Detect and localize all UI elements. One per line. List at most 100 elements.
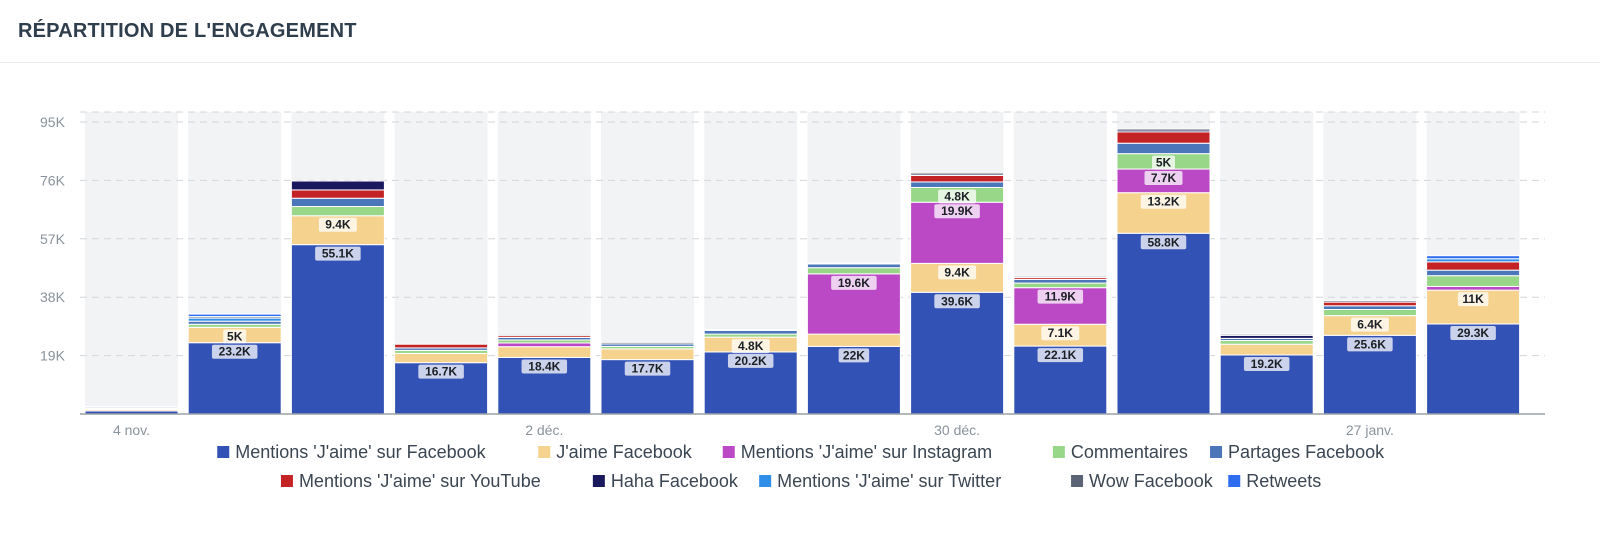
data-label-bg	[934, 294, 980, 309]
data-label-bg	[624, 361, 671, 376]
data-label-bg	[1140, 194, 1187, 209]
data-label: 9.4K	[944, 265, 970, 279]
bar-segment	[1219, 340, 1314, 345]
bar-segment	[910, 171, 1005, 175]
bar-segment	[1013, 278, 1108, 284]
bar-segment	[497, 333, 592, 337]
data-label-bg	[831, 275, 877, 290]
data-label: 22.1K	[1044, 348, 1076, 362]
bar-segment	[1426, 261, 1521, 271]
legend-item: Retweets	[1228, 471, 1321, 491]
data-label-bg	[938, 189, 977, 204]
data-label: 4.8K	[738, 339, 764, 353]
data-label: 29.3K	[1457, 326, 1489, 340]
data-label: 20.2K	[735, 354, 767, 368]
data-label: 16.7K	[425, 365, 457, 379]
legend-item: Wow Facebook	[1071, 471, 1214, 491]
bar-segment	[600, 348, 695, 361]
legend-swatch	[1071, 475, 1084, 487]
bar-segment	[1322, 301, 1417, 307]
data-label-bg	[1347, 337, 1393, 352]
data-label: 4.8K	[944, 189, 970, 203]
data-label-bg	[1152, 155, 1175, 170]
legend-swatch	[722, 446, 735, 458]
legend-item: Mentions 'J'aime' sur Twitter	[759, 471, 1001, 491]
bar-segment	[1426, 285, 1521, 291]
bar-segment	[290, 197, 385, 208]
data-label-bg	[521, 359, 568, 374]
data-label-bg	[1450, 325, 1496, 340]
bar-segment	[910, 181, 1005, 188]
bar-segment	[1219, 343, 1314, 356]
legend-label: Haha Facebook	[611, 471, 739, 491]
bar-segment	[1322, 300, 1417, 303]
legend-item: Mentions 'J'aime' sur Facebook	[217, 442, 487, 462]
data-label-bg	[1037, 289, 1084, 304]
legend-item: Mentions 'J'aime' sur Instagram	[722, 442, 992, 462]
x-tick-label: 2 déc.	[525, 422, 563, 438]
legend-label: Mentions 'J'aime' sur Twitter	[777, 471, 1001, 491]
bar-segment	[806, 263, 901, 269]
bar-segment	[1219, 333, 1314, 336]
data-label: 23.2K	[219, 345, 251, 359]
y-tick-label: 57K	[40, 231, 66, 247]
data-label: 19.6K	[838, 276, 870, 290]
y-tick-label: 19K	[40, 348, 66, 364]
data-label-bg	[938, 265, 977, 280]
legend-label: Mentions 'J'aime' sur Facebook	[235, 442, 486, 462]
legend-label: Commentaires	[1071, 442, 1188, 462]
y-tick-label: 95K	[40, 114, 66, 130]
data-label: 11.9K	[1045, 290, 1077, 304]
column-background	[85, 112, 178, 414]
x-tick-label: 4 nov.	[113, 422, 150, 438]
legend-label: Partages Facebook	[1228, 442, 1385, 462]
legend-item: Haha Facebook	[592, 471, 739, 491]
legend-swatch	[759, 475, 772, 487]
data-label: 25.6K	[1354, 337, 1386, 351]
legend-swatch	[592, 475, 605, 487]
legend-item: Partages Facebook	[1210, 442, 1385, 462]
bar-segment	[1322, 308, 1417, 317]
bar-segment	[394, 352, 489, 364]
bar-segment	[910, 174, 1005, 183]
bar-segment	[1013, 282, 1108, 289]
data-label: 13.2K	[1147, 195, 1179, 209]
bar-segment	[703, 328, 798, 331]
legend-swatch	[538, 446, 551, 458]
legend-item: Commentaires	[1052, 442, 1188, 462]
bar-segment	[290, 189, 385, 199]
bar-segment	[1116, 127, 1211, 131]
data-label-bg	[211, 344, 258, 359]
bar-segment	[394, 343, 489, 349]
legend-label: Mentions 'J'aime' sur Instagram	[741, 442, 992, 462]
bar-segment	[806, 262, 901, 265]
y-tick-label: 76K	[40, 172, 66, 188]
y-tick-label: 38K	[40, 289, 66, 305]
data-label: 18.4K	[528, 359, 560, 373]
x-tick-label: 30 déc.	[934, 422, 980, 438]
legend-label: Retweets	[1246, 471, 1321, 491]
data-label-bg	[1457, 292, 1489, 307]
bar-segment	[1322, 305, 1417, 310]
legend-item: J'aime Facebook	[538, 442, 693, 462]
data-label: 6.4K	[1357, 318, 1383, 332]
data-label-bg	[223, 329, 247, 344]
legend-label: Wow Facebook	[1089, 471, 1214, 491]
data-label: 11K	[1462, 292, 1484, 306]
data-label-bg	[1243, 356, 1290, 371]
bar-segment	[497, 342, 592, 348]
data-label-bg	[838, 348, 870, 363]
bar-segment	[497, 346, 592, 358]
legend-swatch	[1228, 475, 1241, 487]
bar-segment	[600, 341, 695, 345]
data-label: 19.2K	[1251, 357, 1283, 371]
bar-segment	[703, 329, 798, 335]
legend-swatch	[1210, 446, 1223, 458]
data-label-bg	[1140, 235, 1187, 250]
header: RÉPARTITION DE L'ENGAGEMENT	[0, 0, 1600, 63]
legend-item: Mentions 'J'aime' sur YouTube	[280, 471, 541, 491]
data-label-bg	[1350, 317, 1389, 332]
bar-segment	[1426, 275, 1521, 287]
data-label: 5K	[1156, 156, 1172, 170]
bar-segment	[1426, 269, 1521, 277]
